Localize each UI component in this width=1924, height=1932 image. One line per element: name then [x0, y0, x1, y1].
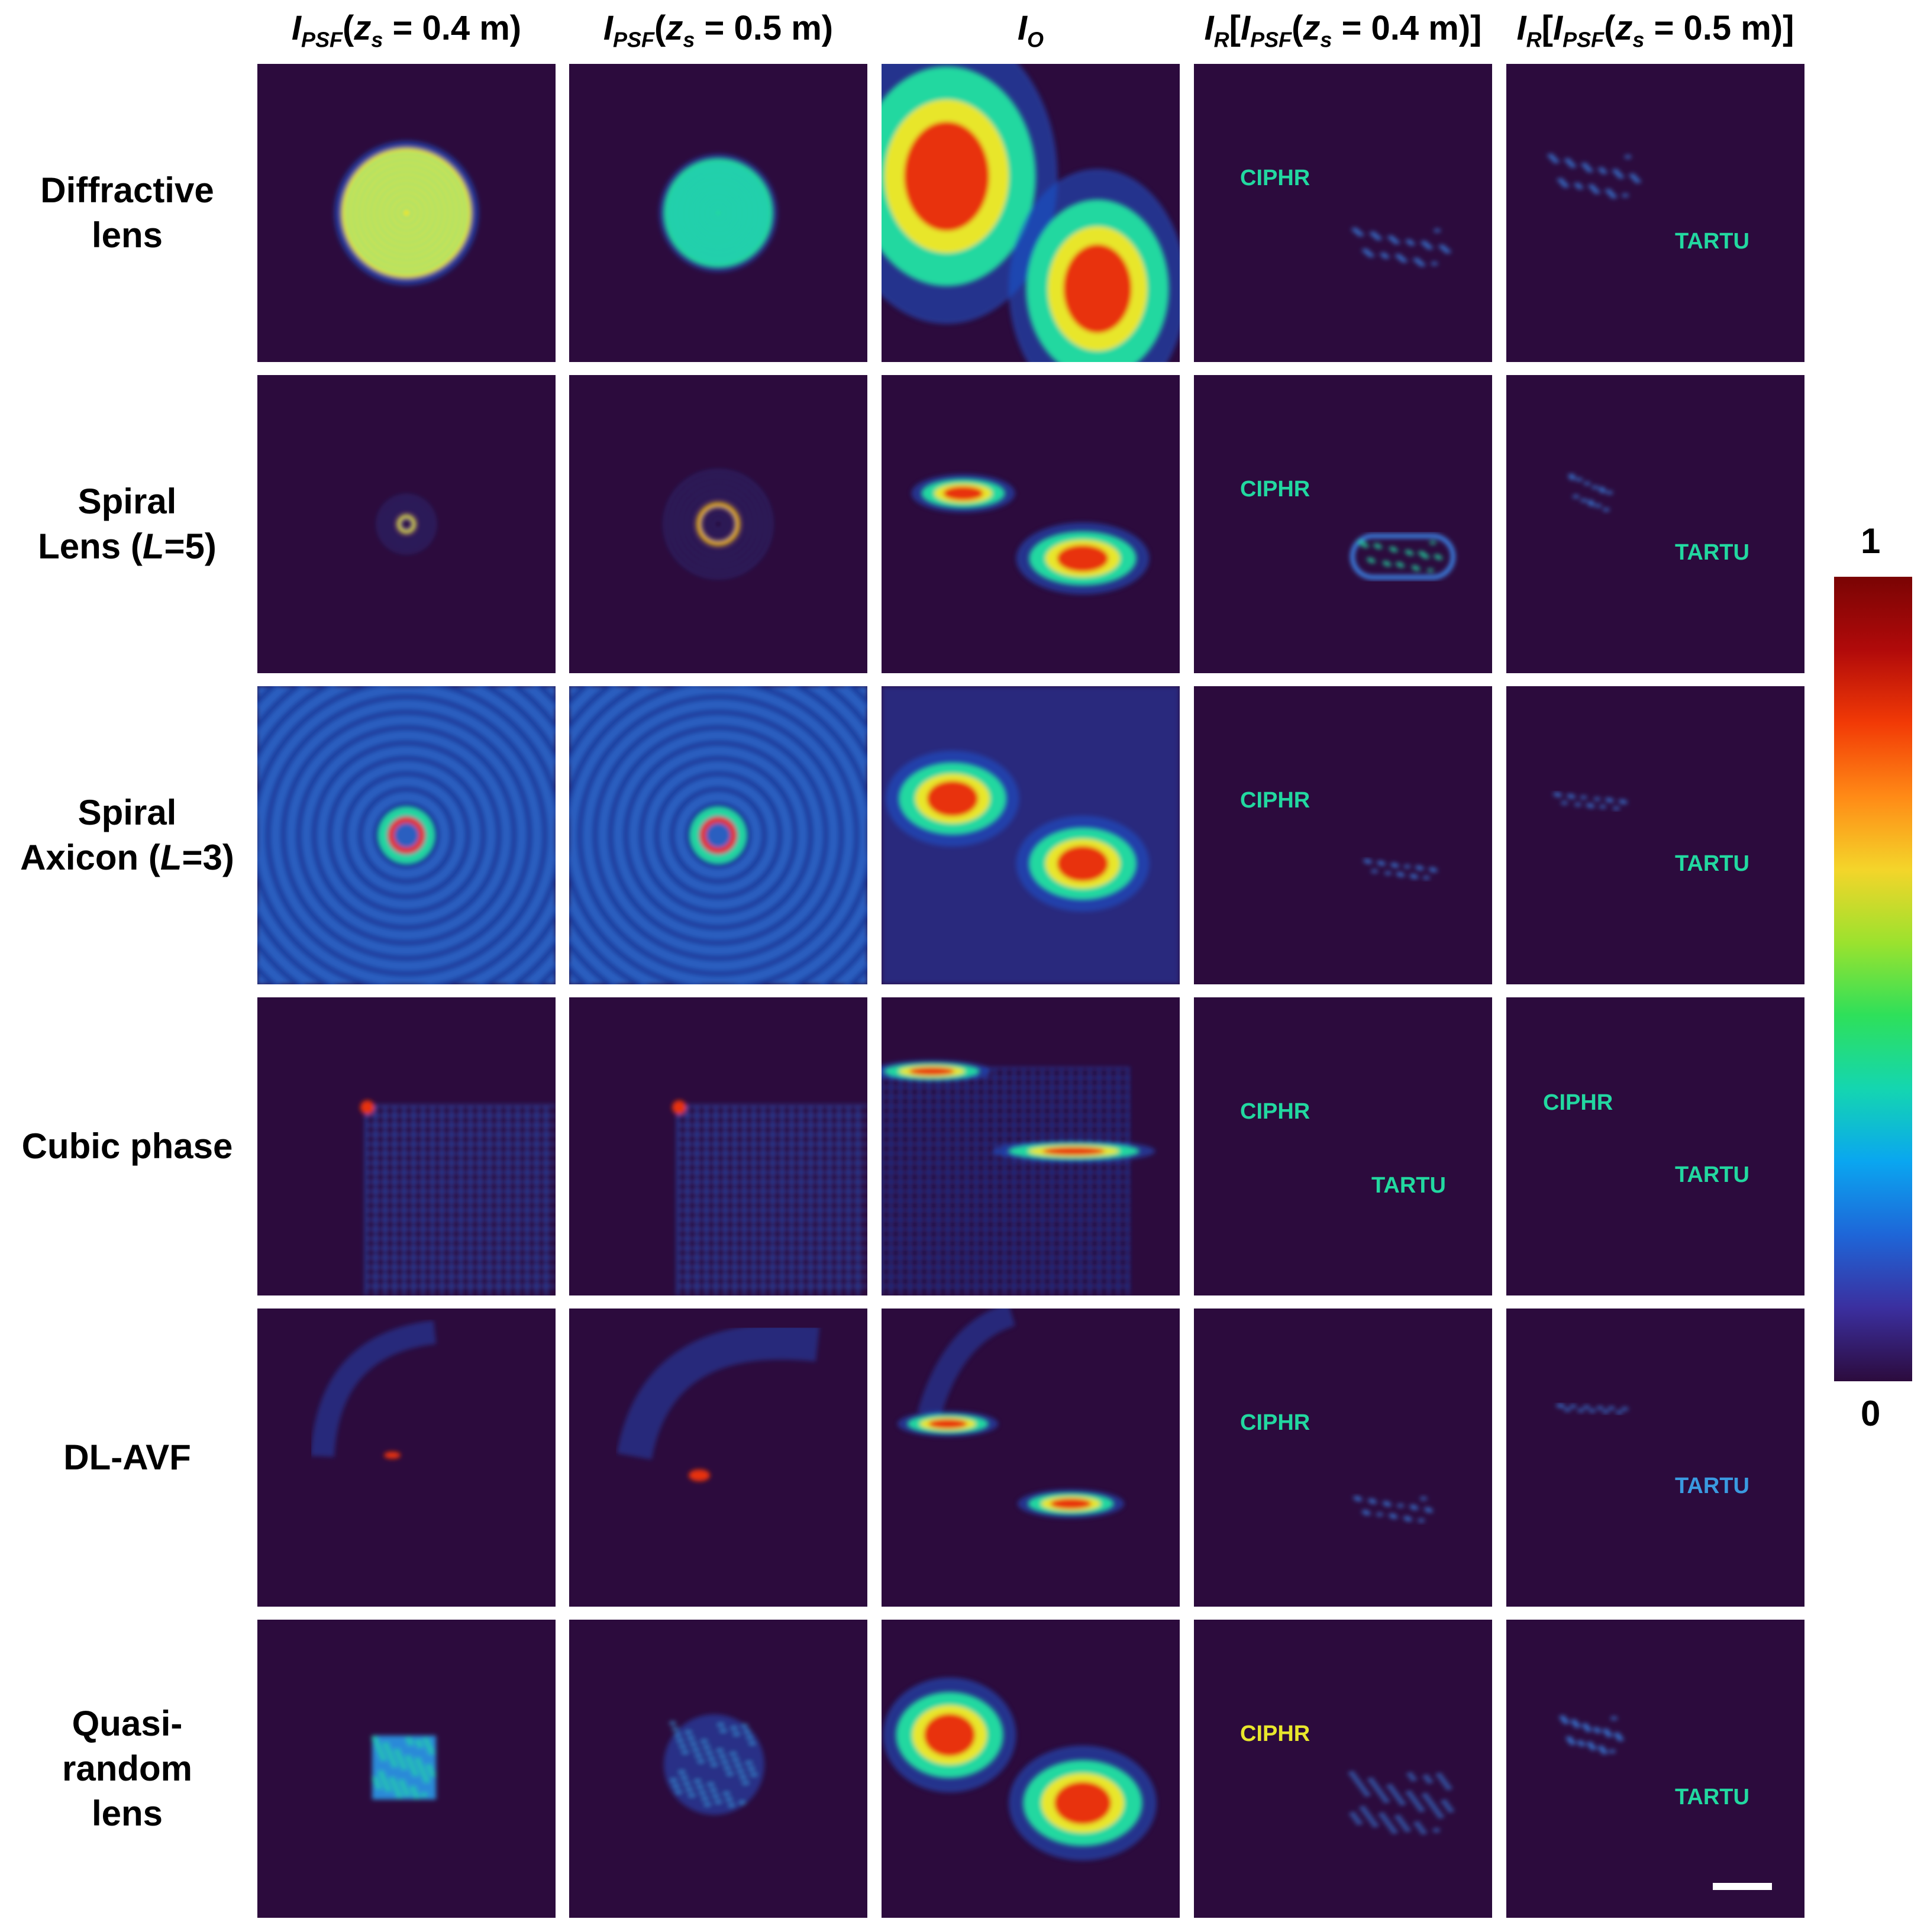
tartu-text: TARTU — [1675, 1162, 1749, 1187]
row-label-4: Cubic phase — [21, 1126, 233, 1166]
ciphr-text: CIPHR — [1240, 166, 1310, 190]
column-title-1: IPSF(zs = 0.4 m) — [291, 9, 522, 52]
panel-r2-c1 — [257, 375, 556, 673]
panel-r4-c3 — [882, 997, 1180, 1295]
ciphr-text: CIPHR — [1240, 1099, 1310, 1124]
column-title-3: IO — [1017, 9, 1044, 52]
panel-r3-c3 — [882, 686, 1180, 984]
scale-bar — [1713, 1883, 1772, 1890]
panel-r1-c1 — [257, 64, 556, 362]
row-label-3: Spiral Axicon (L=3) — [20, 793, 234, 877]
row-label-2: Spiral Lens (L=5) — [38, 482, 217, 566]
panel-r5-c2 — [569, 1309, 867, 1607]
row-label-5: DL-AVF — [63, 1437, 191, 1477]
ciphr-text: CIPHR — [1240, 1721, 1310, 1746]
colorbar-min-label: 0 — [1861, 1394, 1881, 1433]
panel-r3-c5: TARTU — [1506, 686, 1804, 984]
tartu-text: TARTU — [1371, 1173, 1446, 1198]
row-label-1: Diffractive lens — [40, 170, 214, 255]
panel-r2-c3 — [882, 375, 1180, 673]
tartu-text: TARTU — [1675, 1785, 1749, 1810]
panel-r6-c4: CIPHR — [1194, 1620, 1492, 1918]
panel-r4-c2 — [569, 997, 867, 1295]
panel-r6-c2 — [569, 1620, 867, 1918]
ciphr-text: CIPHR — [1543, 1090, 1613, 1115]
panel-r1-c2 — [569, 64, 867, 362]
panel-r5-c3 — [882, 1309, 1180, 1607]
panel-r3-c4: CIPHR — [1194, 686, 1492, 984]
panel-r6-c5: TARTU — [1506, 1620, 1804, 1918]
ciphr-text: CIPHR — [1240, 788, 1310, 813]
panel-r4-c5: CIPHR TARTU — [1506, 997, 1804, 1295]
panel-r2-c4: CIPHR — [1194, 375, 1492, 673]
ciphr-text: CIPHR — [1240, 1410, 1310, 1435]
panel-r5-c1 — [257, 1309, 556, 1607]
tartu-text: TARTU — [1675, 1474, 1749, 1498]
panel-r5-c4: CIPHR — [1194, 1309, 1492, 1607]
panel-r2-c2 — [569, 375, 867, 673]
panel-r6-c1 — [257, 1620, 556, 1918]
panel-r3-c1 — [257, 686, 556, 984]
panel-r5-c5: TARTU — [1506, 1309, 1804, 1607]
tartu-text: TARTU — [1675, 851, 1749, 876]
column-title-5: IR[IPSF(zs = 0.5 m)] — [1516, 9, 1794, 52]
colorbar — [1834, 577, 1912, 1381]
tartu-text: TARTU — [1675, 229, 1749, 254]
colorbar-max-label: 1 — [1861, 521, 1881, 561]
column-title-4: IR[IPSF(zs = 0.4 m)] — [1204, 9, 1482, 52]
panel-r6-c3 — [882, 1620, 1180, 1918]
row-label-6: Quasi-random lens — [62, 1704, 193, 1833]
panel-r2-c5: TARTU — [1506, 375, 1804, 673]
panel-r4-c4: CIPHR TARTU — [1194, 997, 1492, 1295]
panel-r1-c3 — [882, 64, 1180, 362]
tartu-text: TARTU — [1675, 540, 1749, 565]
panel-r1-c5: TARTU — [1506, 64, 1804, 362]
panel-r4-c1 — [257, 997, 556, 1295]
column-title-2: IPSF(zs = 0.5 m) — [603, 9, 834, 52]
ciphr-text: CIPHR — [1240, 477, 1310, 502]
panel-r3-c2 — [569, 686, 867, 984]
panel-r1-c4: CIPHR — [1194, 64, 1492, 362]
